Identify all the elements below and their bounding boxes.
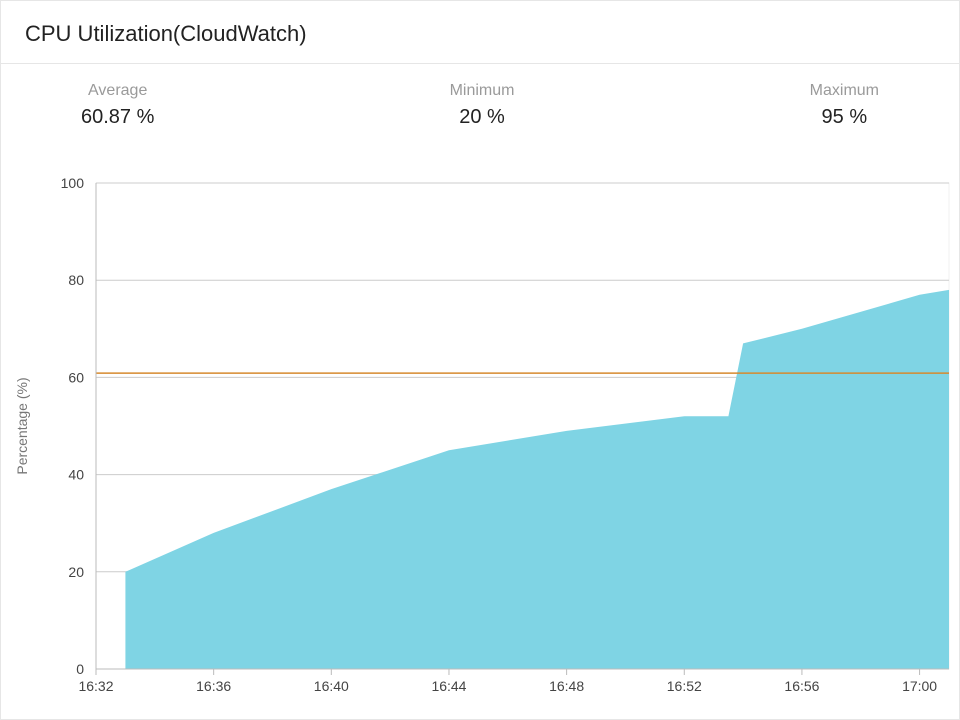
stat-maximum-value: 95 % bbox=[810, 106, 879, 129]
stat-minimum-label: Minimum bbox=[450, 82, 515, 100]
y-tick-label: 60 bbox=[68, 369, 84, 385]
y-tick-label: 0 bbox=[76, 661, 84, 677]
x-tick-label: 16:56 bbox=[784, 678, 819, 694]
stat-minimum: Minimum 20 % bbox=[450, 82, 515, 129]
panel-title-wrap: CPU Utilization(CloudWatch) bbox=[1, 1, 959, 64]
stat-minimum-value: 20 % bbox=[450, 106, 515, 129]
x-tick-label: 16:32 bbox=[78, 678, 113, 694]
stat-maximum: Maximum 95 % bbox=[810, 82, 879, 129]
x-tick-label: 16:48 bbox=[549, 678, 584, 694]
x-tick-label: 16:44 bbox=[431, 678, 466, 694]
area-chart-svg: 0 20 40 60 80 100 16:32 16:36 16:40 16:44 16:48 16:… bbox=[1, 171, 960, 711]
y-tick-label: 20 bbox=[68, 564, 84, 580]
chart-area: 0 20 40 60 80 100 16:32 16:36 16:40 16:44 16:48 16:… bbox=[1, 171, 959, 719]
x-tick-label: 16:52 bbox=[667, 678, 702, 694]
stats-row: Average 60.87 % Minimum 20 % Maximum 95 … bbox=[1, 64, 959, 147]
x-tick-label: 16:36 bbox=[196, 678, 231, 694]
cpu-utilization-panel: CPU Utilization(CloudWatch) Average 60.8… bbox=[0, 0, 960, 720]
panel-title: CPU Utilization(CloudWatch) bbox=[25, 21, 307, 47]
stat-maximum-label: Maximum bbox=[810, 82, 879, 100]
x-tick-label: 17:00 bbox=[902, 678, 937, 694]
x-tick-label: 16:40 bbox=[314, 678, 349, 694]
stat-average-value: 60.87 % bbox=[81, 106, 154, 129]
y-tick-label: 80 bbox=[68, 272, 84, 288]
y-axis-label: Percentage (%) bbox=[14, 377, 30, 474]
y-tick-label: 100 bbox=[61, 175, 85, 191]
stat-average-label: Average bbox=[81, 82, 154, 100]
cpu-area-series bbox=[125, 290, 949, 669]
stat-average: Average 60.87 % bbox=[81, 82, 154, 129]
y-tick-label: 40 bbox=[68, 467, 84, 483]
